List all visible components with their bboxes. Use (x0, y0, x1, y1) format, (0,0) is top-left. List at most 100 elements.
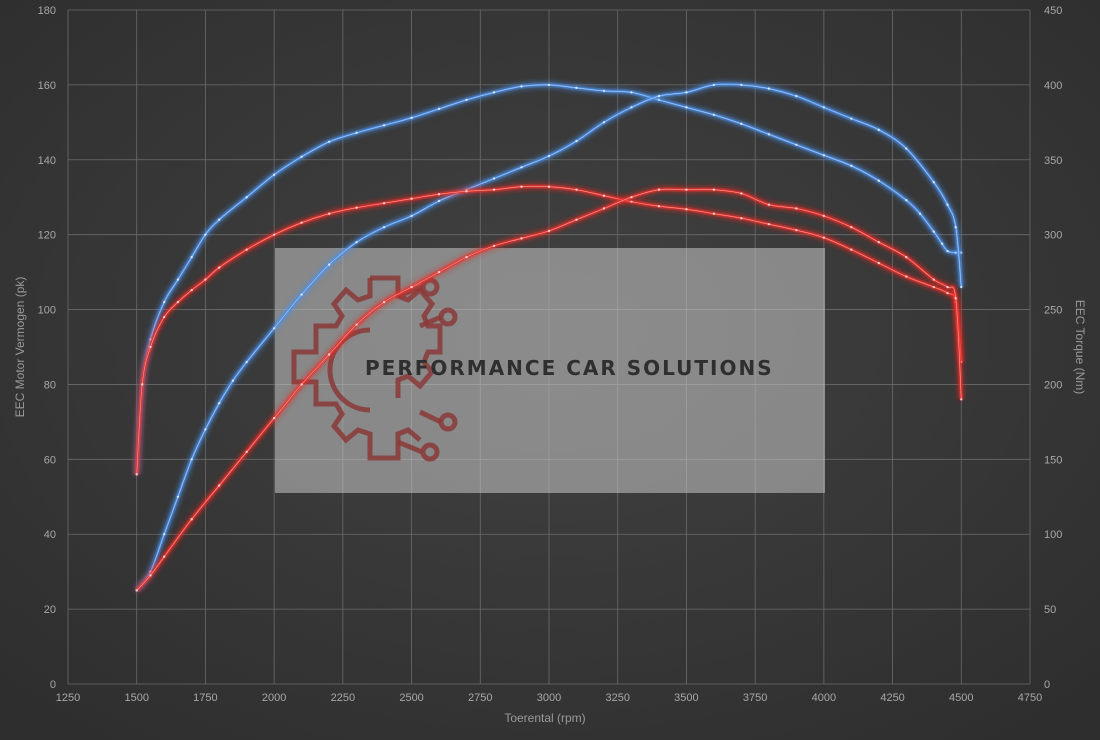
data-point (602, 89, 606, 93)
data-point (850, 225, 853, 229)
y-right-tick-label: 0 (1044, 679, 1050, 691)
y-right-tick-label: 300 (1044, 230, 1062, 242)
data-point (767, 222, 771, 226)
series-3 (134, 186, 964, 593)
y-axis-left-label: EEC Motor Vermogen (pk) (13, 277, 27, 418)
data-point (740, 216, 743, 220)
data-point (960, 398, 963, 401)
y-left-tick-label: 120 (38, 230, 56, 242)
data-point (217, 218, 221, 221)
data-point (382, 225, 386, 229)
data-point (245, 360, 248, 364)
data-point (547, 185, 551, 188)
data-point (547, 154, 551, 158)
data-point (465, 190, 468, 193)
data-point (492, 244, 496, 248)
data-point (465, 98, 468, 102)
data-point (905, 199, 908, 202)
data-point (272, 327, 276, 330)
data-point (822, 106, 826, 109)
data-point (575, 139, 578, 143)
data-point (877, 240, 881, 244)
x-tick-label: 1500 (124, 692, 148, 704)
data-point (795, 143, 798, 146)
series-2 (134, 183, 964, 476)
series-layer (134, 81, 964, 593)
data-point (712, 212, 716, 215)
data-point (685, 106, 688, 109)
data-point (176, 495, 180, 498)
data-point (135, 589, 138, 592)
data-point (850, 164, 853, 167)
data-point (492, 188, 496, 191)
data-point (231, 379, 235, 382)
data-point (327, 212, 331, 215)
data-point (204, 233, 207, 236)
data-point (657, 205, 661, 208)
data-point (217, 484, 221, 487)
data-point (245, 196, 248, 199)
data-point (382, 300, 386, 304)
data-point (204, 278, 207, 281)
data-point (355, 131, 358, 135)
data-point (547, 83, 551, 87)
data-point (905, 147, 908, 150)
data-point (355, 323, 358, 326)
data-point (630, 196, 633, 199)
data-point (327, 353, 331, 356)
data-point (877, 261, 881, 265)
y-left-tick-label: 140 (38, 155, 56, 167)
data-point (245, 248, 248, 251)
data-point (822, 236, 826, 239)
data-point (410, 197, 413, 200)
data-point (954, 297, 957, 300)
data-point (946, 249, 949, 253)
data-point (465, 255, 468, 259)
data-point (850, 117, 853, 120)
data-point (547, 229, 551, 233)
y-left-tick-label: 80 (44, 379, 56, 391)
watermark: PERFORMANCE CAR SOLUTIONS (275, 248, 825, 493)
data-point (575, 218, 578, 221)
x-tick-label: 4750 (1018, 692, 1042, 704)
y-axis-right-label: EEC Torque (Nm) (1073, 300, 1087, 394)
data-point (877, 128, 881, 132)
y-right-tick-label: 200 (1044, 379, 1062, 391)
data-point (382, 124, 386, 127)
data-point (685, 208, 688, 211)
data-point (740, 122, 743, 126)
y-right-tick-label: 450 (1044, 5, 1062, 17)
data-point (712, 83, 716, 87)
data-point (492, 177, 496, 180)
data-point (163, 533, 166, 536)
data-point (437, 199, 441, 203)
x-tick-label: 2250 (331, 692, 355, 704)
x-tick-label: 4250 (880, 692, 904, 704)
y-left-tick-label: 180 (38, 5, 56, 17)
data-point (190, 288, 193, 292)
data-point (163, 300, 166, 304)
data-point (767, 203, 771, 206)
series-1 (134, 81, 964, 592)
data-point (272, 173, 276, 176)
y-right-tick-label: 150 (1044, 454, 1062, 466)
data-point (410, 116, 413, 120)
data-point (520, 185, 523, 188)
data-point (217, 401, 221, 405)
x-tick-label: 3000 (537, 692, 561, 704)
data-point (905, 255, 908, 259)
tick-labels: 1250 1500 1750 2000 2250 2500 2750 3000 3250 3500… (38, 5, 1063, 704)
y-left-tick-label: 100 (38, 305, 56, 317)
data-point (932, 278, 935, 281)
data-point (410, 214, 413, 218)
x-tick-label: 4000 (812, 692, 836, 704)
data-point (272, 233, 276, 236)
data-point (918, 212, 922, 215)
data-point (141, 383, 144, 386)
data-point (685, 188, 688, 191)
data-point (245, 450, 248, 454)
data-point (602, 207, 606, 210)
x-tick-label: 3500 (674, 692, 698, 704)
data-point (850, 248, 853, 251)
data-point (712, 188, 716, 191)
